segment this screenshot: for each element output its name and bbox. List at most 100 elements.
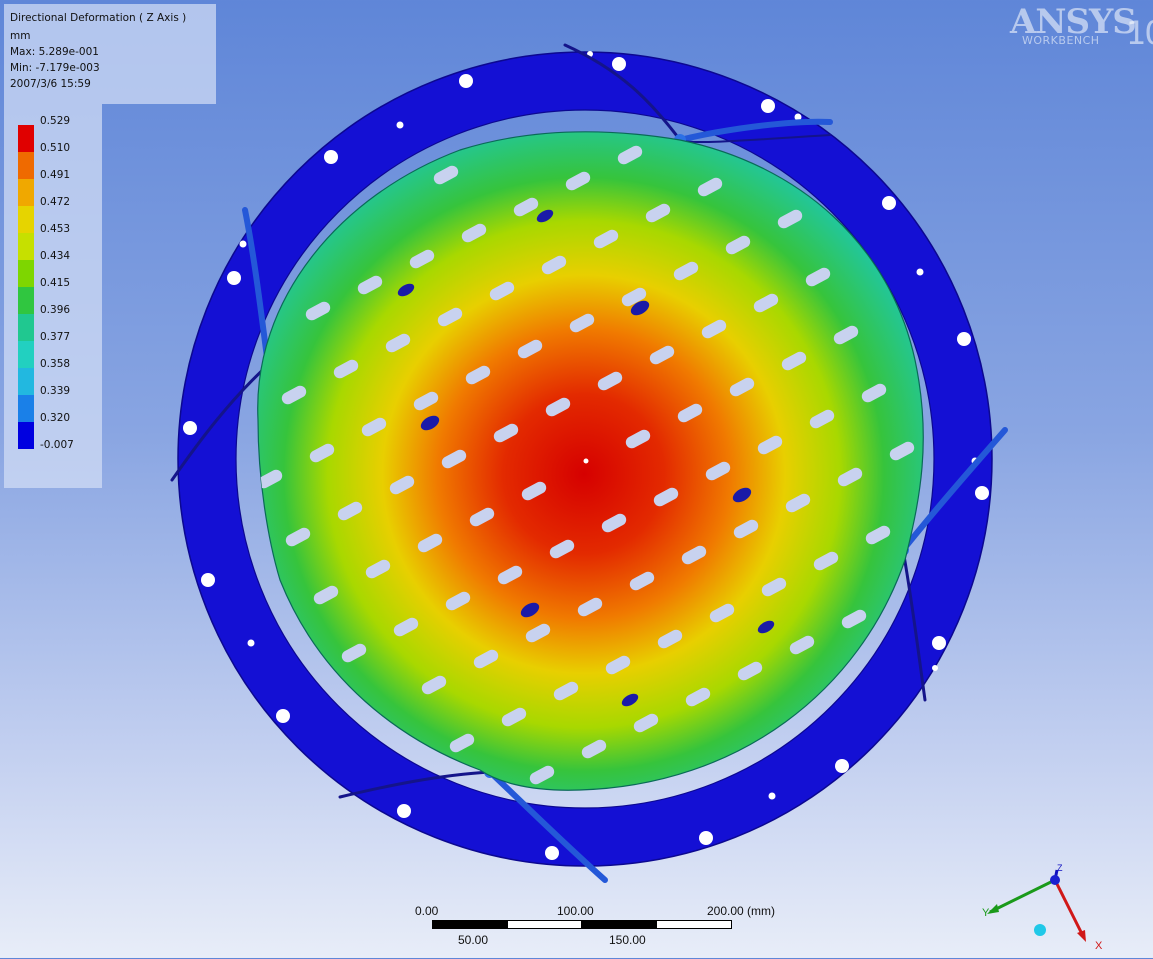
legend-tick-label: 0.453 xyxy=(40,223,71,235)
plate-slot xyxy=(753,293,779,313)
plate-slot xyxy=(549,539,575,559)
scale-label-200: 200.00 (mm) xyxy=(707,904,776,918)
plate-slot xyxy=(413,391,439,411)
plate-slot xyxy=(681,545,707,565)
plate-slot xyxy=(569,313,595,333)
plate-slot xyxy=(449,733,475,753)
plate-slot xyxy=(545,397,571,417)
plate-slot xyxy=(649,345,675,365)
legend-unit: mm xyxy=(10,30,31,42)
plate-slot xyxy=(517,339,543,359)
plate-slot xyxy=(805,267,831,287)
axis-triad[interactable]: Y X Z xyxy=(975,860,1125,955)
legend-timestamp: 2007/3/6 15:59 xyxy=(10,78,91,90)
color-swatch xyxy=(18,260,34,287)
plate-slot xyxy=(833,325,859,345)
plate-slot xyxy=(701,319,727,339)
scale-segment xyxy=(507,920,582,929)
color-swatch xyxy=(18,395,34,422)
legend-tick-label: 0.491 xyxy=(40,169,71,181)
plate-slot xyxy=(777,209,803,229)
plate-slot xyxy=(501,707,527,727)
plate-slot xyxy=(341,643,367,663)
plate-slot xyxy=(597,371,623,391)
scale-segment xyxy=(432,920,508,929)
plate-slot xyxy=(285,527,311,547)
color-swatch xyxy=(18,314,34,341)
plate-slot xyxy=(497,565,523,585)
plate-slot xyxy=(865,525,891,545)
outer-ring xyxy=(178,52,992,866)
plate-slot xyxy=(525,623,551,643)
plate-slot xyxy=(889,441,915,461)
plate-slot xyxy=(617,145,643,165)
plate-slot xyxy=(577,597,603,617)
plate-slot xyxy=(361,417,387,437)
plate-slot xyxy=(553,681,579,701)
scale-segment xyxy=(581,920,657,929)
plate-slot xyxy=(513,197,539,217)
plate-slot xyxy=(337,501,363,521)
legend-max: Max: 5.289e-001 xyxy=(10,46,99,58)
plate-slot xyxy=(653,487,679,507)
legend-tick-label: 0.472 xyxy=(40,196,71,208)
color-swatch xyxy=(18,179,34,206)
plate-slot xyxy=(605,655,631,675)
plate-slot xyxy=(645,203,671,223)
triad-z-label: Z xyxy=(1057,863,1063,873)
legend-title: Directional Deformation ( Z Axis ) xyxy=(10,12,187,24)
plate-slot xyxy=(489,281,515,301)
plate-slot xyxy=(697,177,723,197)
ansys-logo: ANSYS 10.0 WORKBENCH xyxy=(1010,2,1153,58)
ring-holes xyxy=(183,51,989,860)
plate-slot xyxy=(757,435,783,455)
plate-slot xyxy=(761,577,787,597)
plate-pins xyxy=(397,209,775,707)
plate-slot xyxy=(781,351,807,371)
legend-tick-label: 0.434 xyxy=(40,250,71,262)
plate-slot xyxy=(461,223,487,243)
plate-slot xyxy=(257,469,283,489)
scale-segment xyxy=(656,920,732,929)
plate-slot xyxy=(673,261,699,281)
scale-label-100: 100.00 xyxy=(557,904,594,918)
legend-tick-label: -0.007 xyxy=(40,439,74,451)
plate-slot xyxy=(393,617,419,637)
logo-version: 10.0 xyxy=(1126,14,1153,52)
color-swatch xyxy=(18,341,34,368)
plate-slot xyxy=(445,591,471,611)
color-swatch xyxy=(18,206,34,233)
plate-slot xyxy=(313,585,339,605)
plate-slot xyxy=(473,649,499,669)
color-swatch xyxy=(18,125,34,152)
scale-label-0: 0.00 xyxy=(415,904,439,918)
color-swatch xyxy=(18,233,34,260)
color-swatch xyxy=(18,422,34,449)
plate-slot xyxy=(785,493,811,513)
legend-tick-label: 0.377 xyxy=(40,331,71,343)
plate-slot xyxy=(789,635,815,655)
triad-y-label: Y xyxy=(982,907,990,919)
scale-label-150: 150.00 xyxy=(609,933,646,947)
plate-slot xyxy=(861,383,887,403)
triad-graphic xyxy=(987,869,1086,942)
plate-slot xyxy=(469,507,495,527)
plate-slot xyxy=(629,571,655,591)
plate-slot xyxy=(433,165,459,185)
plate-slot xyxy=(565,171,591,191)
plate-slot xyxy=(705,461,731,481)
plate-slot xyxy=(729,377,755,397)
plate-slot xyxy=(365,559,391,579)
legend-tick-label: 0.415 xyxy=(40,277,71,289)
plate-slot xyxy=(733,519,759,539)
legend-min: Min: -7.179e-003 xyxy=(10,62,100,74)
plate-slot xyxy=(581,739,607,759)
plate-slot xyxy=(421,675,447,695)
plate-slot xyxy=(813,551,839,571)
plate-slot xyxy=(737,661,763,681)
plate-slot xyxy=(601,513,627,533)
legend-tick-label: 0.529 xyxy=(40,115,71,127)
legend-tick-label: 0.320 xyxy=(40,412,71,424)
legend-tick-label: 0.339 xyxy=(40,385,71,397)
